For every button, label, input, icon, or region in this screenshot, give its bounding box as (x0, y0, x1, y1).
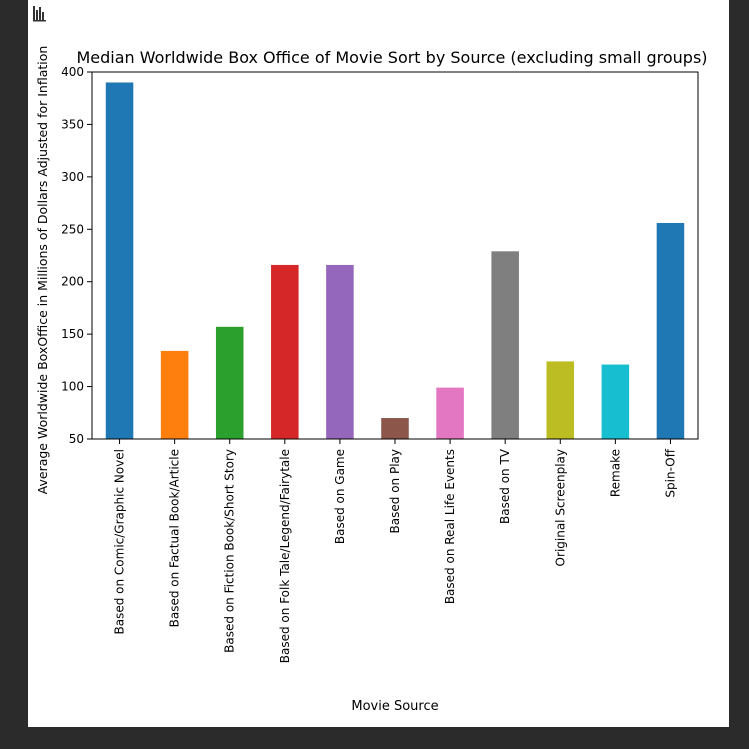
y-tick-label: 200 (61, 275, 84, 289)
bar (491, 251, 519, 439)
x-tick-label: Original Screenplay (553, 449, 567, 566)
x-tick-label: Based on TV (498, 448, 512, 524)
x-tick-label: Based on Fiction Book/Short Story (223, 449, 237, 653)
bar (546, 361, 575, 439)
x-tick-label: Based on Real Life Events (443, 449, 457, 604)
x-tick-label: Based on Game (333, 449, 347, 544)
x-axis-label: Movie Source (351, 699, 438, 714)
y-tick-label: 350 (61, 117, 84, 131)
x-tick-label: Based on Comic/Graphic Novel (113, 449, 127, 635)
bar (326, 264, 354, 439)
bar (105, 82, 134, 439)
bar (381, 418, 409, 439)
bar (601, 364, 630, 439)
x-tick-label: Based on Folk Tale/Legend/Fairytale (278, 449, 292, 663)
figure-canvas (28, 0, 729, 727)
bar (271, 264, 299, 439)
bar (436, 387, 464, 439)
y-tick-label: 400 (61, 65, 84, 79)
y-tick-label: 50 (69, 432, 84, 446)
bar (656, 222, 685, 439)
x-tick-label: Remake (608, 449, 622, 497)
bar (215, 326, 244, 439)
y-axis-label: Average Worldwide BoxOffice in Millions … (35, 46, 50, 495)
x-tick-label: Spin-Off (663, 448, 677, 497)
bar-chart-icon[interactable] (32, 5, 48, 23)
chart-title: Median Worldwide Box Office of Movie Sor… (76, 48, 707, 67)
y-tick-label: 100 (61, 380, 84, 394)
y-tick-label: 300 (61, 170, 84, 184)
x-tick-label: Based on Factual Book/Article (168, 449, 182, 627)
y-tick-label: 250 (61, 222, 84, 236)
bar (160, 350, 189, 439)
axes-frame (91, 71, 699, 440)
x-tick-label: Based on Play (388, 449, 402, 533)
y-tick-label: 150 (61, 327, 84, 341)
